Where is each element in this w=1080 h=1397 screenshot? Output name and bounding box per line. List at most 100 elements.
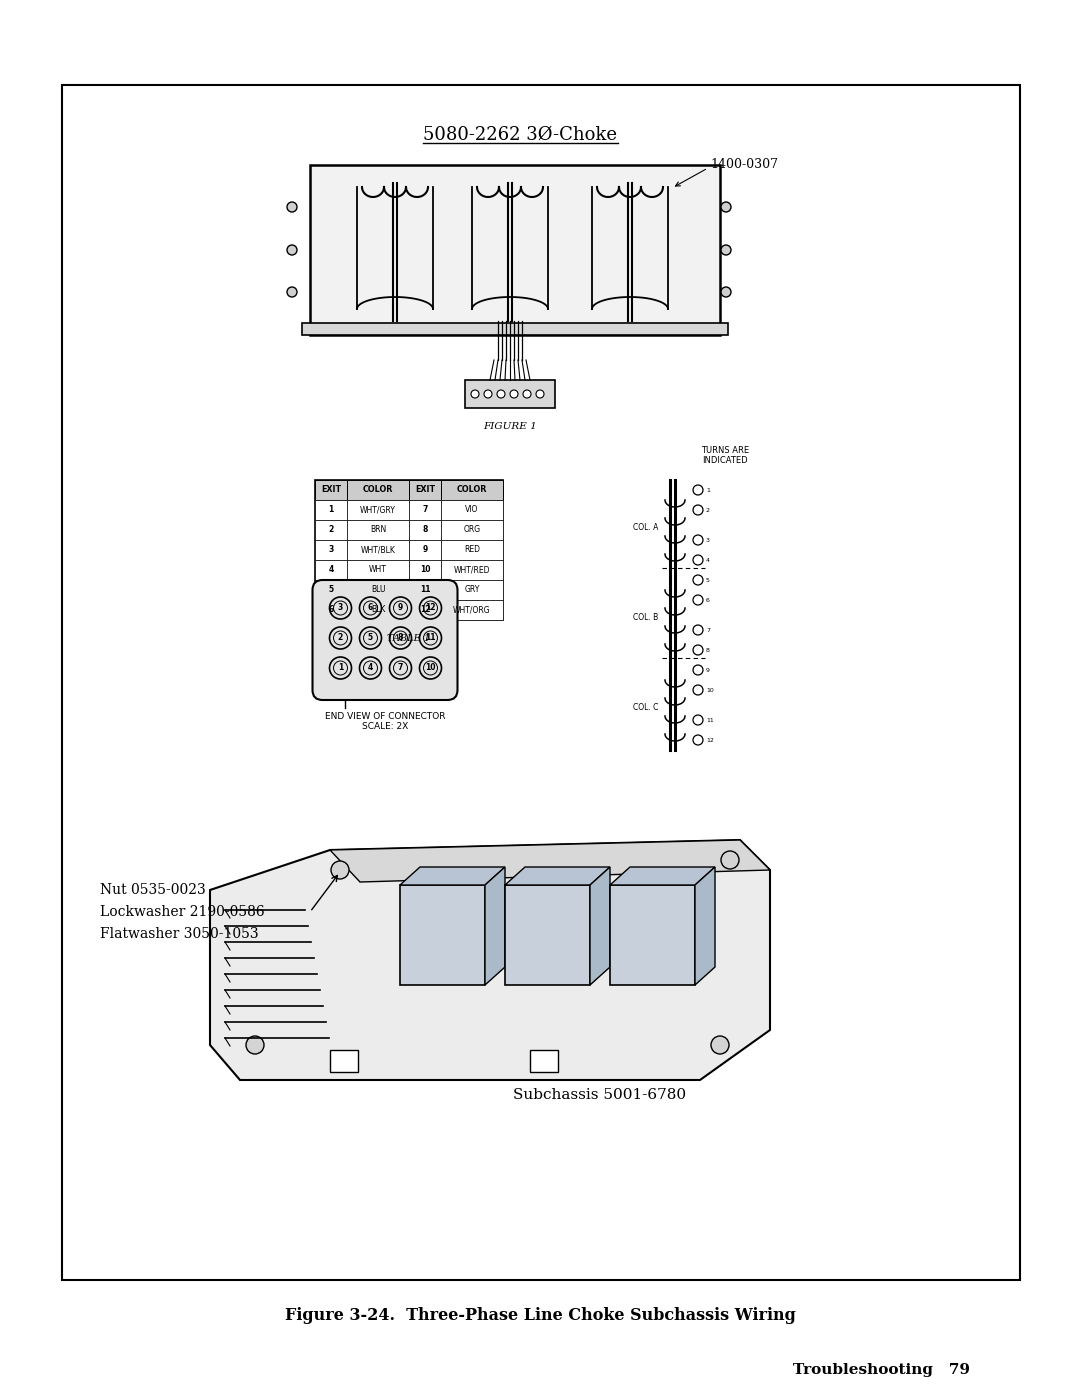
Text: WHT/ORG: WHT/ORG bbox=[454, 605, 490, 615]
Bar bbox=[315, 481, 503, 620]
Text: COL. C: COL. C bbox=[633, 704, 658, 712]
Bar bbox=[347, 520, 409, 541]
Bar bbox=[409, 481, 441, 500]
Text: 5: 5 bbox=[706, 577, 710, 583]
Bar bbox=[315, 599, 347, 620]
Bar bbox=[315, 560, 347, 580]
Text: COL. B: COL. B bbox=[633, 613, 658, 623]
Text: END VIEW OF CONNECTOR
SCALE: 2X: END VIEW OF CONNECTOR SCALE: 2X bbox=[325, 712, 445, 732]
Polygon shape bbox=[210, 840, 770, 1080]
Text: Flatwasher 3050-1053: Flatwasher 3050-1053 bbox=[100, 928, 258, 942]
Bar bbox=[441, 580, 503, 599]
Bar bbox=[441, 481, 503, 500]
Bar bbox=[530, 1051, 558, 1071]
Text: 3: 3 bbox=[338, 604, 343, 612]
Text: EXIT: EXIT bbox=[321, 486, 341, 495]
Bar bbox=[315, 520, 347, 541]
Text: WHT: WHT bbox=[369, 566, 387, 574]
Bar bbox=[409, 520, 441, 541]
Bar bbox=[347, 560, 409, 580]
Bar bbox=[409, 541, 441, 560]
Text: 9: 9 bbox=[706, 668, 710, 672]
Text: 8: 8 bbox=[422, 525, 428, 535]
Bar bbox=[441, 500, 503, 520]
Text: COLOR: COLOR bbox=[457, 486, 487, 495]
Bar bbox=[62, 85, 1020, 1280]
Bar bbox=[409, 560, 441, 580]
Text: WHT/BLK: WHT/BLK bbox=[361, 545, 395, 555]
Text: 6: 6 bbox=[706, 598, 710, 602]
Circle shape bbox=[330, 861, 349, 879]
FancyBboxPatch shape bbox=[312, 580, 458, 700]
Text: 1: 1 bbox=[328, 506, 334, 514]
Text: 7: 7 bbox=[397, 664, 403, 672]
Text: Troubleshooting   79: Troubleshooting 79 bbox=[793, 1363, 970, 1377]
Text: 3: 3 bbox=[706, 538, 710, 542]
Circle shape bbox=[510, 390, 518, 398]
Text: TURNS ARE
INDICATED: TURNS ARE INDICATED bbox=[701, 446, 750, 465]
Bar bbox=[310, 165, 720, 335]
Text: BRN: BRN bbox=[369, 525, 387, 535]
Text: 5: 5 bbox=[328, 585, 334, 595]
Text: 11: 11 bbox=[426, 633, 435, 643]
Text: 5080-2262 3Ø-Choke: 5080-2262 3Ø-Choke bbox=[423, 126, 617, 144]
Text: 12: 12 bbox=[426, 604, 435, 612]
Text: Nut 0535-0023: Nut 0535-0023 bbox=[100, 883, 206, 897]
Circle shape bbox=[287, 244, 297, 256]
Bar bbox=[315, 500, 347, 520]
Bar bbox=[409, 599, 441, 620]
Text: 4: 4 bbox=[706, 557, 710, 563]
Text: 1400-0307: 1400-0307 bbox=[710, 158, 778, 172]
Circle shape bbox=[721, 286, 731, 298]
Bar bbox=[347, 500, 409, 520]
Text: 10: 10 bbox=[706, 687, 714, 693]
Bar bbox=[347, 599, 409, 620]
Bar bbox=[441, 599, 503, 620]
Circle shape bbox=[721, 244, 731, 256]
Circle shape bbox=[471, 390, 480, 398]
Bar bbox=[315, 541, 347, 560]
Text: 7: 7 bbox=[422, 506, 428, 514]
Text: BLU: BLU bbox=[370, 585, 386, 595]
Text: 10: 10 bbox=[420, 566, 430, 574]
Text: EXIT: EXIT bbox=[415, 486, 435, 495]
Text: VIO: VIO bbox=[465, 506, 478, 514]
Bar bbox=[302, 323, 728, 335]
Circle shape bbox=[484, 390, 492, 398]
Bar bbox=[441, 520, 503, 541]
Bar bbox=[441, 541, 503, 560]
Text: 11: 11 bbox=[420, 585, 430, 595]
Text: FIGURE 1: FIGURE 1 bbox=[483, 422, 537, 432]
Text: 4: 4 bbox=[368, 664, 373, 672]
Text: 6: 6 bbox=[328, 605, 334, 615]
Text: 6: 6 bbox=[368, 604, 373, 612]
Text: GRY: GRY bbox=[464, 585, 480, 595]
Text: 12: 12 bbox=[420, 605, 430, 615]
Bar bbox=[347, 481, 409, 500]
Text: 11: 11 bbox=[706, 718, 714, 722]
Polygon shape bbox=[505, 868, 610, 886]
Text: 5: 5 bbox=[368, 633, 373, 643]
Bar bbox=[347, 541, 409, 560]
Bar bbox=[505, 886, 590, 985]
Circle shape bbox=[497, 390, 505, 398]
Circle shape bbox=[523, 390, 531, 398]
Text: COL. A: COL. A bbox=[633, 524, 658, 532]
Text: 3: 3 bbox=[328, 545, 334, 555]
Bar bbox=[409, 580, 441, 599]
Text: 4: 4 bbox=[328, 566, 334, 574]
Text: COLOR: COLOR bbox=[363, 486, 393, 495]
Bar bbox=[441, 560, 503, 580]
Circle shape bbox=[711, 1037, 729, 1053]
Circle shape bbox=[721, 851, 739, 869]
Bar bbox=[465, 380, 555, 408]
Text: 1: 1 bbox=[706, 488, 710, 493]
Bar bbox=[315, 580, 347, 599]
Text: 8: 8 bbox=[706, 647, 710, 652]
Text: Figure 3-24.  Three-Phase Line Choke Subchassis Wiring: Figure 3-24. Three-Phase Line Choke Subc… bbox=[284, 1306, 796, 1323]
Text: 8: 8 bbox=[397, 633, 403, 643]
Text: 10: 10 bbox=[426, 664, 435, 672]
Circle shape bbox=[287, 286, 297, 298]
Text: Lockwasher 2190-0586: Lockwasher 2190-0586 bbox=[100, 905, 265, 919]
Text: ORG: ORG bbox=[463, 525, 481, 535]
